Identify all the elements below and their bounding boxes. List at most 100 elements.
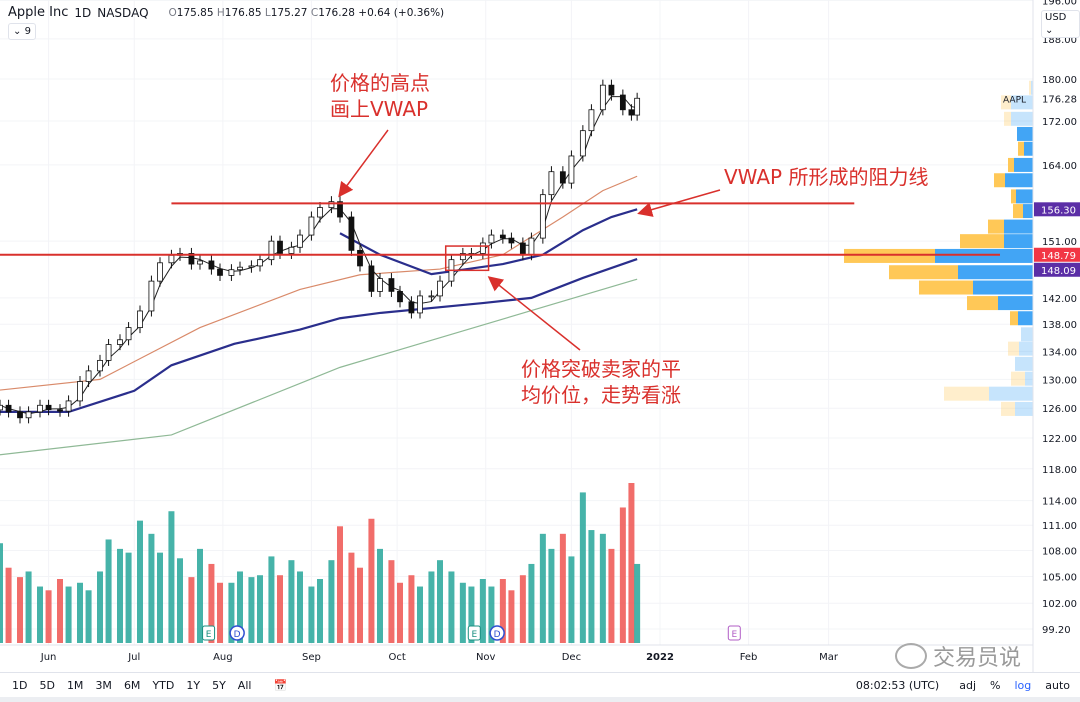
candle-body	[579, 130, 586, 157]
range-1y[interactable]: 1Y	[186, 678, 201, 692]
range-ytd[interactable]: YTD	[152, 678, 175, 692]
bottom-strip	[0, 697, 1080, 702]
profile-buy-bar	[1004, 219, 1033, 234]
candle-body	[117, 339, 123, 345]
volume-bar	[177, 558, 183, 643]
auto-toggle[interactable]: auto	[1045, 678, 1070, 692]
candle-body	[85, 370, 92, 382]
line-price-label: 148.79	[1041, 251, 1076, 262]
candle-body	[45, 404, 52, 411]
earnings-marker[interactable]: E	[727, 625, 741, 641]
log-toggle[interactable]: log	[1014, 678, 1032, 692]
candle	[77, 375, 83, 407]
candle-body	[317, 207, 323, 218]
range-5y[interactable]: 5Y	[212, 678, 226, 692]
volume-bar	[57, 579, 63, 643]
candle	[308, 211, 315, 241]
price-tick-label: 118.00	[1042, 465, 1077, 476]
adj-toggle[interactable]: adj	[959, 678, 976, 692]
last-price-label: 176.28	[1042, 94, 1077, 105]
candle	[208, 255, 215, 275]
candle-body	[248, 265, 255, 268]
candle	[237, 261, 243, 276]
candle-body	[308, 216, 315, 236]
currency-select[interactable]: USD ⌄	[1041, 10, 1080, 38]
volume-bar	[337, 526, 343, 643]
range-3m[interactable]: 3M	[95, 678, 112, 692]
symbol-name[interactable]: Apple Inc	[8, 5, 69, 20]
grid	[0, 0, 1033, 645]
profile-sell-bar	[944, 386, 989, 401]
candles	[0, 79, 641, 424]
candle	[17, 406, 23, 424]
price-tick-label: 134.00	[1042, 347, 1077, 358]
volume-bar	[17, 577, 23, 643]
candle	[248, 260, 255, 273]
volume-bar	[388, 560, 395, 643]
candle-body	[288, 246, 295, 254]
candle-body	[568, 155, 575, 184]
price-label-bg	[1034, 202, 1080, 217]
volume-bar	[437, 560, 443, 643]
earnings-marker[interactable]: E	[202, 625, 216, 641]
dividend-marker[interactable]: D	[489, 625, 505, 641]
price-chart[interactable]: E D E D E 196.00 188.00 180.00 172.00 164.00 151.…	[0, 0, 1080, 672]
time-tick-label: Aug	[213, 652, 233, 663]
candle	[488, 229, 495, 249]
breakout-box	[444, 245, 490, 272]
time-tick-label: Sep	[302, 652, 321, 663]
volume-bar	[488, 586, 495, 643]
percent-toggle[interactable]: %	[990, 678, 1001, 692]
profile-sell-bar	[889, 265, 958, 280]
volume-bar	[277, 575, 283, 643]
profile-sell-bar	[1008, 157, 1014, 172]
price-tick-label: 108.00	[1042, 546, 1077, 557]
volume-bar	[628, 483, 635, 643]
earnings-marker[interactable]: E	[467, 625, 481, 641]
volume-bar	[634, 563, 641, 643]
volume-bar	[168, 511, 175, 643]
profile-buy-bar	[1011, 95, 1033, 110]
volume-bar	[97, 571, 103, 643]
volume-bar	[197, 548, 203, 643]
profile-buy-bar	[1021, 327, 1033, 342]
range-all[interactable]: All	[237, 678, 252, 692]
volume-bar	[188, 577, 195, 643]
interval[interactable]: 1D	[74, 5, 92, 20]
dividend-marker[interactable]: D	[229, 625, 245, 641]
indicator-line	[0, 258, 638, 413]
svg-text:E: E	[731, 630, 737, 640]
range-6m[interactable]: 6M	[123, 678, 141, 692]
candle-body	[268, 240, 275, 261]
exchange: NASDAQ	[97, 5, 149, 20]
candle	[539, 189, 546, 244]
range-1d[interactable]: 1D	[12, 678, 28, 692]
range-5d[interactable]: 5D	[39, 678, 55, 692]
volume-bar	[508, 590, 515, 643]
range-1m[interactable]: 1M	[66, 678, 84, 692]
price-tick-label: 126.00	[1042, 404, 1077, 415]
indicators-toggle[interactable]: ⌄ 9	[8, 23, 36, 40]
last-price-label-bg	[1034, 91, 1080, 106]
chevron-down-icon: ⌄	[13, 26, 22, 37]
candle	[337, 196, 343, 223]
symbol-legend: Apple Inc 1D NASDAQ O175.85 H176.85 L175…	[8, 5, 444, 20]
price-axis: 196.00 188.00 180.00 172.00 164.00 151.00 142.…	[1003, 0, 1080, 672]
profile-buy-bar	[1011, 111, 1033, 126]
candle	[137, 305, 143, 334]
profile-buy-bar	[1005, 173, 1033, 188]
calendar-icon[interactable]: 📅	[273, 678, 288, 692]
volume-bar	[417, 586, 423, 643]
candle-body	[168, 254, 175, 264]
volume-bar	[297, 571, 303, 643]
candle-body	[519, 242, 526, 256]
candle-body	[628, 109, 635, 116]
candle	[117, 334, 123, 351]
candle-body	[508, 237, 515, 244]
clock[interactable]: 08:02:53 (UTC)	[855, 678, 940, 692]
volume-bar	[77, 582, 83, 643]
candle	[397, 285, 403, 308]
profile-buy-bar	[1014, 157, 1033, 172]
profile-buy-bar	[1004, 234, 1033, 249]
candle-body	[408, 301, 415, 314]
